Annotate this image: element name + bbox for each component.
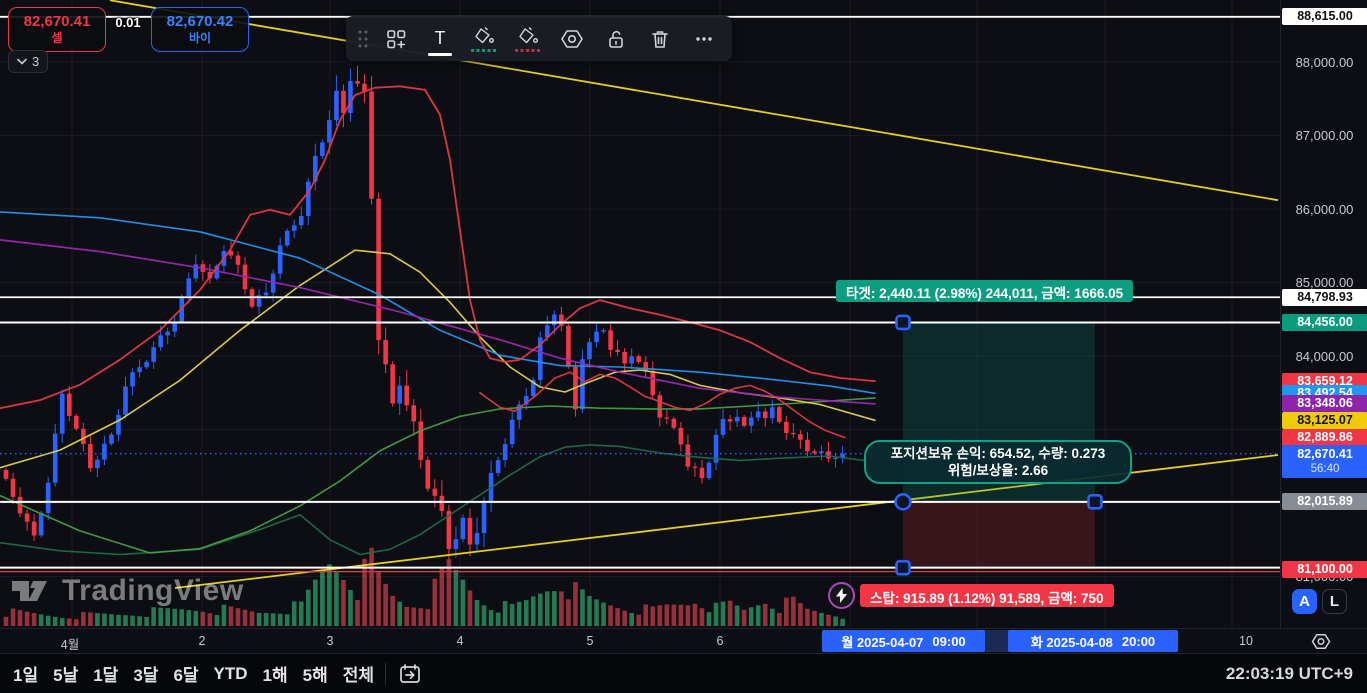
price-marker-label: 82,015.89 [1282,493,1367,511]
price-marker-label: 88,615.00 [1282,8,1367,26]
go-to-date-icon[interactable] [397,662,423,686]
sell-label: 셀 [51,30,63,45]
target-info-label[interactable]: 타겟: 2,440.11 (2.98%) 244,011, 금액: 1666.0… [836,280,1134,302]
range-button-5해[interactable]: 5해 [302,666,328,685]
drag-handle-icon[interactable] [352,16,374,61]
svg-text:T: T [435,28,446,48]
range-button-1달[interactable]: 1달 [93,666,119,685]
selected-date-label[interactable]: 화 2025-04-08 20:00 [1008,630,1178,652]
buy-button[interactable]: 82,670.42 바이 [151,7,249,52]
position-pnl-line: 포지션보유 손익: 654.52, 수량: 0.273 [890,446,1106,461]
buy-price: 82,670.42 [166,13,234,31]
active-tool-underline [428,52,452,56]
time-tick-label: 6 [716,634,724,648]
text-tool-icon[interactable]: T [418,16,462,61]
log-scale-button[interactable]: L [1322,589,1347,614]
time-tick-label: 10 [1239,634,1253,648]
price-tick-label: 86,000.00 [1295,201,1354,217]
sell-price: 82,670.41 [23,13,91,31]
stop-info-label[interactable]: 스탑: 915.89 (1.12%) 91,589, 금액: 750 [860,584,1114,607]
ma-purple [0,239,876,405]
more-icon[interactable] [682,16,726,61]
object-tree-count-dropdown[interactable]: 3 [8,50,49,73]
time-tick-label: 4 [456,634,464,648]
price-tick-label: 85,000.00 [1295,275,1354,290]
auto-scale-button[interactable]: A [1292,589,1317,614]
current-price-label: 82,670.41 56:40 [1282,444,1367,478]
toolbar-divider [385,662,387,685]
bottom-toolbar: 1일 5날 1달 3달 6달 YTD 1해 5해 전체 22:03:19 UTC+9 [0,653,1367,693]
spread-value: 0.01 [115,15,141,30]
position-handle [895,314,911,331]
ma-yellow [0,249,876,469]
buy-label: 바이 [188,30,212,45]
price-marker-label: 83,125.07 [1282,411,1367,429]
ma-green [0,397,876,554]
settings-hexagon-icon[interactable] [550,16,594,61]
range-button-전체[interactable]: 전체 [342,666,375,685]
time-tick-label: 2 [198,634,206,648]
price-tick-label: 88,000.00 [1295,54,1354,70]
upper-band-red [0,85,876,410]
range-button-1해[interactable]: 1해 [262,666,288,685]
trash-icon[interactable] [638,16,682,61]
price-marker-label: 84,798.93 [1282,288,1367,306]
loss-zone [903,501,1095,570]
paint-loss-bucket-icon[interactable] [506,16,550,61]
selected-range-strip [984,630,1009,652]
axis-settings-hexagon-icon[interactable] [1310,631,1332,657]
price-tick-label: 84,000.00 [1295,348,1354,364]
layout-add-icon[interactable] [374,16,418,61]
unlock-icon[interactable] [594,16,638,61]
price-marker-label: 84,456.00 [1282,313,1367,331]
position-handle [895,559,911,576]
range-button-1일[interactable]: 1일 [13,666,39,685]
lower-band-darkgreen [0,444,876,556]
range-button-YTD[interactable]: YTD [213,663,248,683]
price-marker-label: 83,348.06 [1282,395,1367,413]
time-tick-label: 5 [586,634,594,648]
layers-count: 3 [32,54,40,69]
descending-trendline [109,0,1279,202]
loss-color-strip [515,48,541,52]
clock[interactable]: 22:03:19 UTC+9 [1225,663,1353,683]
range-button-5날[interactable]: 5날 [53,666,79,685]
date-range-buttons: 1일 5날 1달 3달 6달 YTD 1해 5해 전체 [13,661,374,686]
price-tick-label: 87,000.00 [1295,128,1354,143]
chart-pane[interactable]: TradingView 82,670.41 셀 0.01 82,670.42 바… [0,0,1280,628]
candlestick-chart[interactable] [0,0,1280,628]
range-button-3달[interactable]: 3달 [133,666,159,685]
flash-order-icon[interactable] [828,582,855,609]
drawing-toolbar[interactable]: T [346,16,732,61]
candle-countdown: 56:40 [1310,462,1340,475]
selected-date-label[interactable]: 월 2025-04-07 09:00 [822,630,985,652]
paint-profit-bucket-icon[interactable] [462,16,506,61]
position-handle [894,493,912,511]
ma-red-fast [479,371,846,439]
range-button-6달[interactable]: 6달 [173,666,199,685]
time-tick-label: 4월 [60,638,80,652]
price-marker-label: 81,100.00 [1282,560,1367,578]
profit-color-strip [471,48,497,52]
position-rr-line: 위험/보상율: 2.66 [947,463,1049,478]
price-marker-label: 82,889.86 [1282,429,1367,447]
position-handle [1087,494,1103,510]
time-tick-label: 3 [326,634,334,648]
position-info-label[interactable]: 포지션보유 손익: 654.52, 수량: 0.273 위험/보상율: 2.66 [864,440,1132,484]
price-scale[interactable]: 88,000.00 87,000.00 86,000.00 85,000.00 84,0… [1280,0,1367,628]
ma-cyan [0,211,876,395]
sell-button[interactable]: 82,670.41 셀 [8,7,106,52]
chevron-down-icon [17,58,27,65]
